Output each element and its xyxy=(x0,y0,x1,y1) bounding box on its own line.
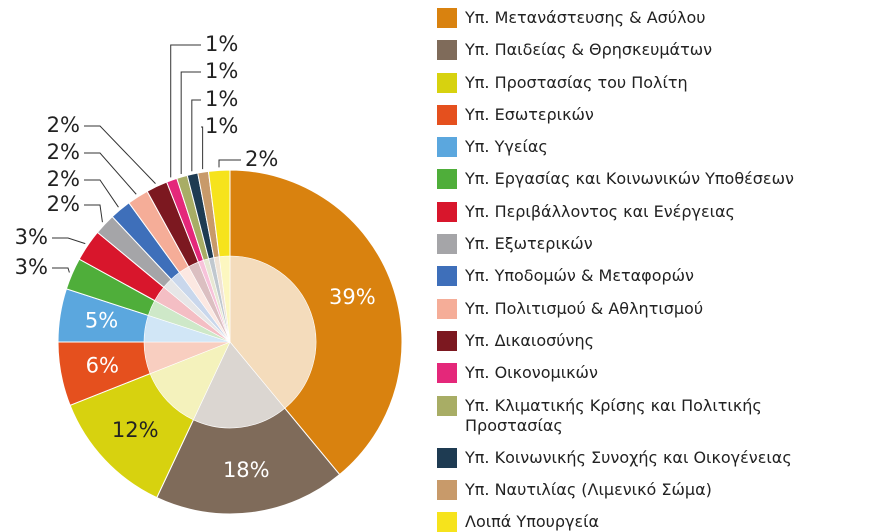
legend-item: Υπ. Μετανάστευσης & Ασύλου xyxy=(437,8,867,28)
legend-item: Υπ. Υποδομών & Μεταφορών xyxy=(437,266,867,287)
inner-slice xyxy=(229,255,317,409)
inner-slice xyxy=(192,341,286,429)
data-label: 1% xyxy=(205,87,238,111)
legend-item: Υπ. Κλιματικής Κρίσης και Πολιτικής Προσ… xyxy=(437,395,867,436)
legend-label: Υπ. Πολιτισμού & Αθλητισμού xyxy=(465,298,704,318)
legend-swatch xyxy=(437,395,457,416)
legend-item: Υπ. Εσωτερικών xyxy=(437,104,867,125)
data-label: 2% xyxy=(47,192,80,216)
data-label: 2% xyxy=(47,167,80,191)
legend-label: Υπ. Εξωτερικών xyxy=(465,234,593,254)
data-label: 2% xyxy=(47,113,80,137)
legend-swatch xyxy=(437,447,457,468)
leader-line xyxy=(180,71,201,174)
legend-item: Υπ. Κοινωνικής Συνοχής και Οικογένειας xyxy=(437,447,867,468)
legend-item: Υπ. Περιβάλλοντος και Ενέργειας xyxy=(437,201,867,222)
legend-swatch xyxy=(437,40,457,61)
data-label: 3% xyxy=(15,255,48,279)
legend-item: Υπ. Οικονομικών xyxy=(437,363,867,384)
leader-line xyxy=(84,125,156,185)
data-label: 12% xyxy=(112,418,159,442)
legend-label: Λοιπά Υπουργεία xyxy=(465,512,600,532)
data-label: 5% xyxy=(85,309,118,333)
leader-line xyxy=(84,179,119,208)
legend-item: Υπ. Εργασίας και Κοινωνικών Υποθέσεων xyxy=(437,169,867,190)
legend-label: Υπ. Δικαιοσύνης xyxy=(465,330,594,350)
legend-label: Υπ. Παιδείας & Θρησκευμάτων xyxy=(465,40,713,60)
leader-line xyxy=(191,99,201,172)
data-label: 39% xyxy=(329,285,376,309)
legend-item: Υπ. Υγείας xyxy=(437,137,867,158)
legend-label: Υπ. Προστασίας του Πολίτη xyxy=(465,72,688,92)
leader-line xyxy=(218,159,241,168)
legend-label: Υπ. Εργασίας και Κοινωνικών Υποθέσεων xyxy=(465,169,794,189)
legend-swatch xyxy=(437,480,457,501)
pie-slice xyxy=(156,341,341,515)
legend-swatch xyxy=(437,512,457,532)
leader-line xyxy=(84,204,103,223)
legend-label: Υπ. Κοινωνικής Συνοχής και Οικογένειας xyxy=(465,447,792,467)
leader-line xyxy=(170,44,201,178)
legend-label: Υπ. Οικονομικών xyxy=(465,363,598,383)
legend-item: Υπ. Ναυτιλίας (Λιμενικό Σώμα) xyxy=(437,480,867,501)
legend-label: Υπ. Εσωτερικών xyxy=(465,104,594,124)
legend-item: Υπ. Δικαιοσύνης xyxy=(437,330,867,351)
legend-swatch xyxy=(437,8,457,28)
data-label: 18% xyxy=(223,458,270,482)
leader-line xyxy=(201,126,204,170)
legend-swatch xyxy=(437,169,457,190)
legend: Υπ. Μετανάστευσης & Ασύλου Υπ. Παιδείας &… xyxy=(437,8,867,532)
legend-swatch xyxy=(437,72,457,93)
legend-label: Υπ. Κλιματικής Κρίσης και Πολιτικής Προσ… xyxy=(465,395,762,435)
legend-swatch xyxy=(437,363,457,384)
data-label: 1% xyxy=(205,32,238,56)
legend-label: Υπ. Υποδομών & Μεταφορών xyxy=(465,266,694,286)
legend-label: Υπ. Υγείας xyxy=(465,137,548,157)
legend-item: Υπ. Προστασίας του Πολίτη xyxy=(437,72,867,93)
pie-slice xyxy=(229,169,403,476)
data-label: 2% xyxy=(245,147,278,171)
pie-chart: 39%18%12%6%5%3%3%2%2%2%2%1%1%1%1%2% xyxy=(15,32,403,515)
legend-swatch xyxy=(437,137,457,158)
data-label: 6% xyxy=(86,353,119,377)
data-label: 1% xyxy=(205,114,238,138)
leader-line xyxy=(52,267,70,273)
legend-swatch xyxy=(437,104,457,125)
data-label: 3% xyxy=(15,225,48,249)
inner-slice xyxy=(149,341,231,421)
legend-swatch xyxy=(437,266,457,287)
inner-slice xyxy=(218,255,231,343)
legend-swatch xyxy=(437,201,457,222)
legend-item: Υπ. Παιδείας & Θρησκευμάτων xyxy=(437,40,867,61)
data-label: 1% xyxy=(205,59,238,83)
legend-item: Υπ. Εξωτερικών xyxy=(437,234,867,255)
legend-label: Υπ. Ναυτιλίας (Λιμενικό Σώμα) xyxy=(465,480,712,500)
legend-label: Υπ. Περιβάλλοντος και Ενέργειας xyxy=(465,201,735,221)
legend-item: Υπ. Πολιτισμού & Αθλητισμού xyxy=(437,298,867,319)
leader-line xyxy=(84,152,137,195)
legend-item: Λοιπά Υπουργεία xyxy=(437,512,867,532)
leader-line xyxy=(52,237,86,245)
legend-label: Υπ. Μετανάστευσης & Ασύλου xyxy=(465,8,706,27)
legend-swatch xyxy=(437,330,457,351)
legend-swatch xyxy=(437,234,457,255)
legend-swatch xyxy=(437,298,457,319)
data-label: 2% xyxy=(47,140,80,164)
